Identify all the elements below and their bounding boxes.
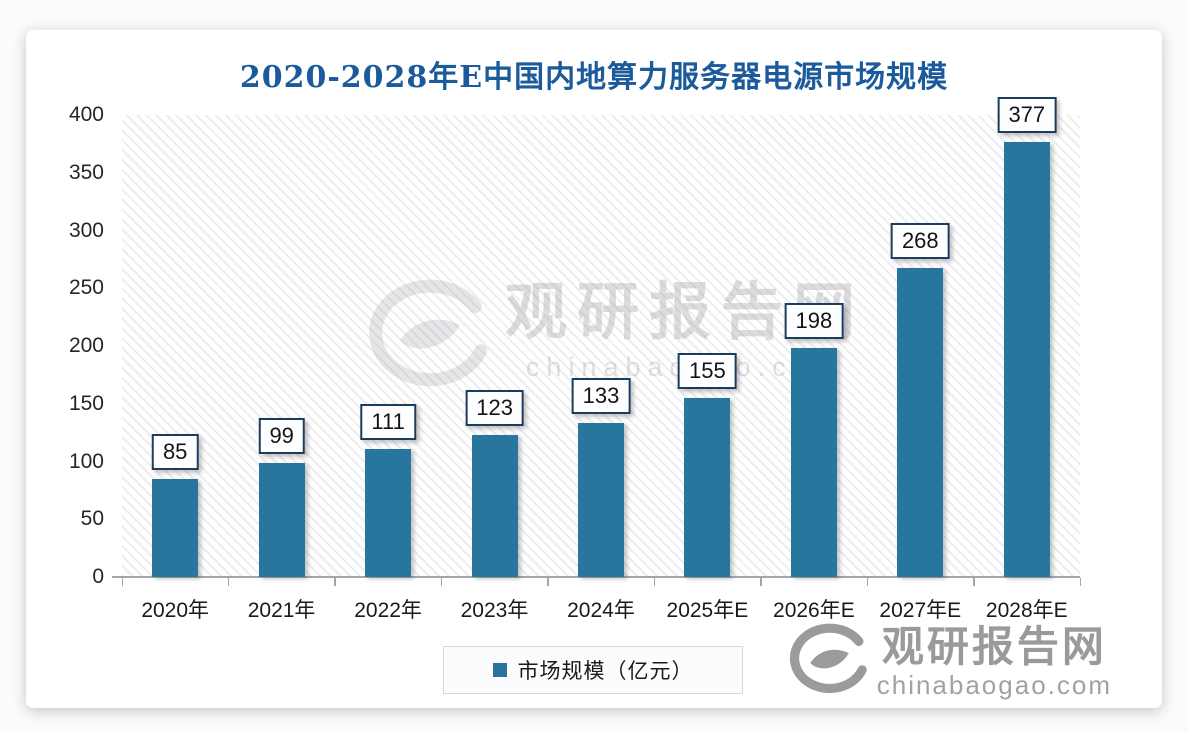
x-axis-tick-mark [547,578,549,586]
x-axis-tick-mark [440,578,443,586]
x-axis-category-label: 2028年E [985,599,1068,622]
y-axis-tick-label: 100 [68,449,104,473]
x-axis-category-label: 2023年 [460,599,529,622]
legend-swatch [492,663,507,677]
bar [1003,141,1050,577]
value-label: 268 [890,222,950,259]
value-label: 377 [997,96,1057,133]
x-axis-category-label: 2024年 [567,599,635,622]
y-axis-tick-label: 400 [68,103,104,126]
legend: 市场规模（亿元） [443,646,743,694]
y-axis-tick-label: 50 [80,507,104,531]
plot-area: 85 99 111 123 133 155 198 268 377 [121,96,1081,586]
x-axis-tick-mark [227,578,230,586]
y-axis-tick-label: 250 [68,276,104,300]
x-axis-category-label: 2027年E [879,599,962,622]
value-label: 155 [678,353,737,389]
x-axis-tick-mark [973,578,975,586]
x-axis-category-label: 2021年 [247,599,316,622]
x-axis-tick-mark [1079,578,1081,586]
bar [152,478,199,577]
bar [258,462,305,577]
x-axis-tick-mark [866,578,869,586]
value-label: 198 [784,303,844,340]
value-label: 85 [151,433,199,470]
x-axis-category-label: 2026年E [773,599,855,622]
y-axis-tick-label: 200 [68,334,104,357]
watermark-corner-domain: chinabaogao.com [876,669,1112,700]
chart-title: 2020-2028年E中国内地算力服务器电源市场规模 [239,60,949,95]
swirl-logo-icon [785,623,869,700]
x-axis-tick-mark [653,578,656,586]
y-axis-tick-label: 0 [92,565,104,588]
y-axis-tick-label: 150 [68,391,104,415]
value-label: 99 [258,417,305,454]
value-label: 133 [571,378,631,415]
x-axis-tick-mark [760,578,762,586]
bar [684,398,731,577]
x-axis-category-label: 2025年E [666,599,749,622]
bar [365,448,412,577]
chart-card: 2020-2028年E中国内地算力服务器电源市场规模 观研报告网 chinaba… [26,30,1162,708]
bar [897,267,944,577]
bar [471,434,518,577]
bar [790,348,837,577]
x-axis-tick-mark [121,578,123,586]
x-axis-category-labels: 2020年 2021年 2022年 2023年 2024年 2025年E 2026年E 202… [122,594,1080,624]
x-axis-tick-mark [334,578,336,586]
x-axis-category-label: 2022年 [354,599,422,622]
y-axis-tick-label: 300 [68,218,104,242]
bar [578,423,624,577]
watermark-bottom-right: 观研报告网 chinabaogao.com [785,623,1112,700]
watermark-corner-name: 观研报告网 [881,622,1107,670]
legend-label: 市场规模（亿元） [517,660,694,683]
y-axis-tick-label: 350 [68,160,104,184]
x-axis-category-label: 2020年 [141,599,210,622]
value-label: 111 [360,403,416,440]
value-label: 123 [465,389,524,426]
